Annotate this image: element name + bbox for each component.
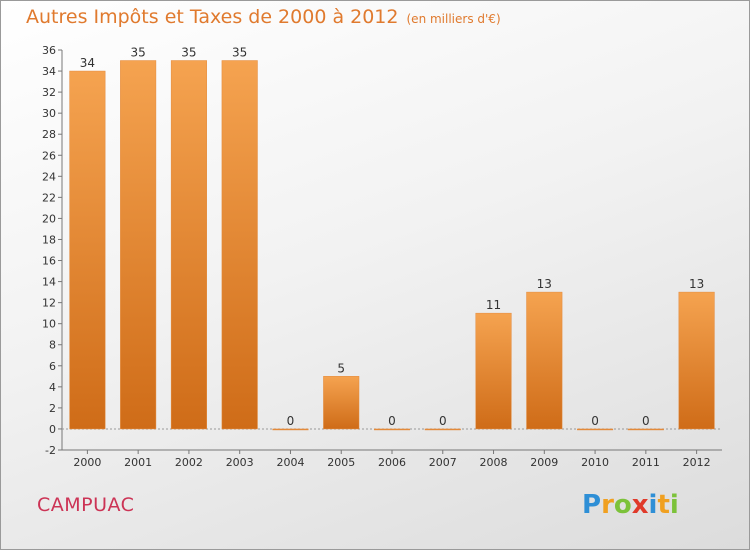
- y-tick-label: -2: [45, 444, 56, 457]
- bar: [323, 376, 360, 430]
- bar-value-label: 13: [689, 277, 704, 291]
- y-tick-label: 24: [42, 170, 56, 183]
- proxiti-logo: Proxiti: [582, 490, 679, 520]
- x-tick-label: 2004: [276, 456, 304, 469]
- y-tick-label: 34: [42, 65, 56, 78]
- y-tick-label: 26: [42, 149, 56, 162]
- bar-value-label: 0: [591, 414, 599, 428]
- y-tick-label: 30: [42, 107, 56, 120]
- x-tick-label: 2010: [581, 456, 609, 469]
- y-tick-label: 14: [42, 276, 56, 289]
- logo-letter: x: [631, 490, 649, 520]
- bar: [69, 70, 106, 430]
- bar-value-label: 34: [80, 56, 95, 70]
- bar-value-label: 0: [439, 414, 447, 428]
- y-tick-label: 2: [49, 402, 56, 415]
- chart-title: Autres Impôts et Taxes de 2000 à 2012 (en…: [26, 6, 501, 28]
- bar-value-label: 5: [337, 361, 345, 375]
- x-tick-label: 2011: [632, 456, 660, 469]
- y-tick-label: 22: [42, 191, 56, 204]
- y-tick-label: 36: [42, 44, 56, 57]
- bar: [120, 60, 157, 430]
- chart-unit: (en milliers d'€): [406, 12, 501, 26]
- bar-value-label: 35: [131, 46, 146, 60]
- bar: [627, 428, 664, 431]
- logo-letter: o: [613, 490, 632, 520]
- x-tick-label: 2007: [429, 456, 457, 469]
- y-tick-label: 32: [42, 86, 56, 99]
- bar-value-label: 0: [388, 414, 396, 428]
- x-tick-label: 2009: [530, 456, 558, 469]
- bar: [475, 312, 512, 430]
- y-tick-label: 6: [49, 360, 56, 373]
- x-tick-label: 2003: [226, 456, 254, 469]
- x-tick-label: 2012: [683, 456, 711, 469]
- bar-value-label: 0: [287, 414, 295, 428]
- y-tick-label: 20: [42, 212, 56, 225]
- bar-value-label: 35: [181, 46, 196, 60]
- y-tick-label: 16: [42, 255, 56, 268]
- bar-value-label: 13: [537, 277, 552, 291]
- bar: [221, 60, 258, 430]
- chart-title-text: Autres Impôts et Taxes de 2000 à 2012: [26, 6, 399, 28]
- commune-name: CAMPUAC: [37, 494, 135, 516]
- bar-value-label: 35: [232, 46, 247, 60]
- logo-letter: r: [601, 490, 614, 520]
- y-tick-label: 18: [42, 233, 56, 246]
- x-tick-label: 2005: [327, 456, 355, 469]
- x-tick-label: 2002: [175, 456, 203, 469]
- bar-value-label: 11: [486, 298, 501, 312]
- y-tick-label: 10: [42, 318, 56, 331]
- bar: [170, 60, 207, 430]
- y-tick-label: 4: [49, 381, 56, 394]
- logo-letter: P: [582, 490, 602, 520]
- bar: [373, 428, 411, 431]
- y-tick-label: 28: [42, 128, 56, 141]
- bar: [424, 428, 461, 431]
- logo-letter: t: [657, 490, 670, 520]
- x-tick-label: 2008: [480, 456, 508, 469]
- logo-letter: i: [669, 490, 679, 520]
- bar: [577, 428, 614, 431]
- x-tick-label: 2001: [124, 456, 152, 469]
- y-tick-label: 8: [49, 339, 56, 352]
- x-tick-label: 2000: [73, 456, 101, 469]
- bar: [526, 291, 563, 430]
- bar-value-label: 0: [642, 414, 650, 428]
- y-tick-label: 0: [49, 423, 56, 436]
- bar: [678, 291, 715, 430]
- bar: [272, 428, 309, 431]
- logo-letter: i: [648, 490, 658, 520]
- x-tick-label: 2006: [378, 456, 406, 469]
- y-tick-label: 12: [42, 297, 56, 310]
